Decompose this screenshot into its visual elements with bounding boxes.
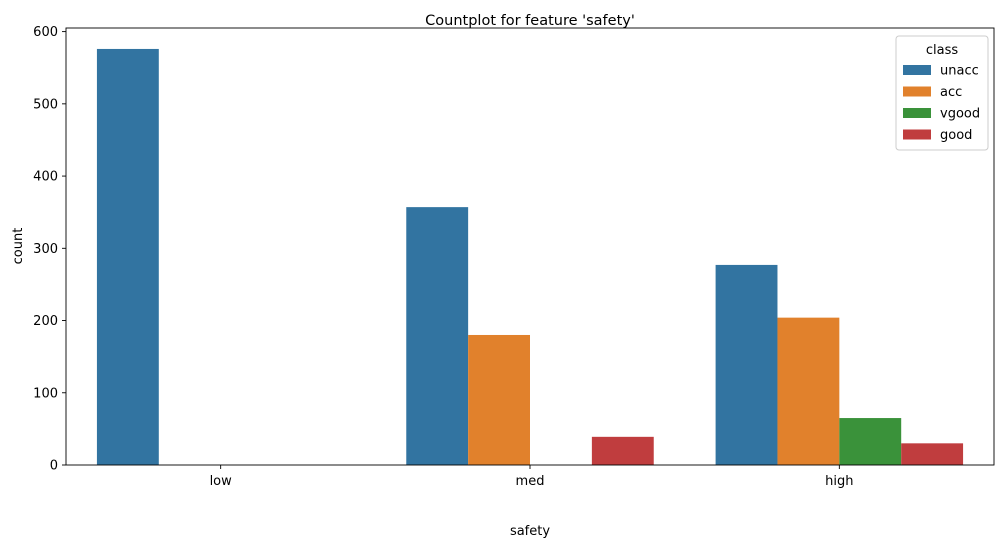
legend-label-good: good — [940, 128, 972, 143]
legend-swatch-vgood — [903, 108, 931, 118]
bar-med-unacc — [406, 207, 469, 465]
bar-med-good — [591, 436, 654, 465]
y-axis-label: count — [11, 228, 26, 265]
y-tick-label: 300 — [33, 242, 58, 257]
y-axis-ticks: 0 100 200 300 400 500 600 — [33, 25, 66, 474]
y-tick-label: 0 — [50, 459, 58, 474]
chart-title: Countplot for feature 'safety' — [425, 13, 635, 29]
legend: class unacc acc vgood good — [895, 35, 989, 151]
bar-med-acc — [468, 334, 530, 465]
y-tick-label: 200 — [33, 314, 58, 329]
x-axis-ticks: low med high — [210, 465, 854, 489]
legend-title: class — [926, 43, 958, 58]
x-axis-label: safety — [510, 524, 550, 539]
x-tick-label-high: high — [825, 474, 853, 489]
x-tick-label-low: low — [210, 474, 233, 489]
legend-box — [895, 35, 989, 151]
legend-swatch-acc — [903, 86, 931, 97]
legend-label-unacc: unacc — [940, 64, 979, 79]
bar-low-unacc — [96, 48, 159, 465]
legend-swatch-good — [903, 129, 931, 140]
bar-high-vgood — [839, 418, 902, 465]
bars-group — [96, 48, 964, 465]
legend-label-vgood: vgood — [940, 107, 980, 122]
legend-swatch-unacc — [903, 65, 931, 75]
bar-high-good — [901, 443, 964, 465]
legend-items: unacc acc vgood good — [903, 64, 980, 143]
x-tick-label-med: med — [516, 474, 545, 489]
legend-label-acc: acc — [940, 85, 962, 100]
y-tick-label: 500 — [33, 97, 58, 112]
bar-high-unacc — [715, 264, 778, 465]
bar-high-acc — [777, 317, 840, 465]
y-tick-label: 600 — [33, 25, 58, 40]
y-tick-label: 100 — [33, 386, 58, 401]
y-tick-label: 400 — [33, 170, 58, 185]
